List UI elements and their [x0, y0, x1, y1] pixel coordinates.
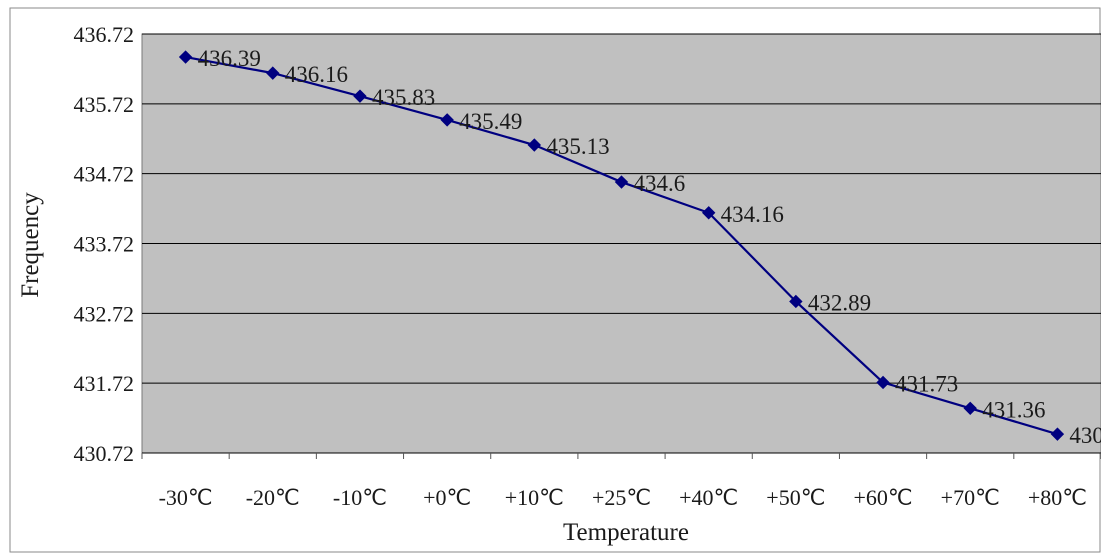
x-tick-label: -10℃	[333, 485, 387, 510]
x-axis-ticks	[141, 453, 1101, 459]
data-label: 434.16	[721, 202, 784, 227]
data-point-marker	[701, 206, 716, 220]
x-axis-tick-labels: -30℃ -20℃ -10℃ +0℃ +10℃ +25℃ +40℃ +50℃ +60℃ +70℃ +…	[159, 485, 1087, 510]
x-tick-label: +50℃	[766, 485, 825, 510]
x-tick-label: +25℃	[592, 485, 651, 510]
data-label: 434.6	[634, 171, 686, 196]
data-labels: 436.39 436.16 435.83 435.49 435.13 434.6 434.1…	[198, 46, 1101, 448]
data-label: 431.73	[895, 371, 958, 396]
x-tick-label: +0℃	[423, 485, 471, 510]
data-label: 435.49	[459, 109, 522, 134]
x-tick-label: +40℃	[679, 485, 738, 510]
gridlines	[142, 33, 1101, 454]
data-label: 435.83	[372, 85, 435, 110]
data-point-marker	[527, 138, 542, 152]
data-label: 436.16	[285, 62, 348, 87]
y-tick-label: 432.72	[74, 301, 135, 326]
x-tick-label: +60℃	[853, 485, 912, 510]
data-point-marker	[614, 175, 629, 189]
data-label: 432.89	[808, 290, 871, 315]
x-tick-label: +70℃	[941, 485, 1000, 510]
data-label: 430.99	[1069, 423, 1101, 448]
y-tick-label: 435.72	[74, 92, 135, 117]
data-point-marker	[789, 294, 803, 309]
y-axis-title: Frequency	[17, 192, 44, 298]
y-tick-label: 436.72	[74, 22, 135, 47]
y-tick-label: 430.72	[74, 441, 135, 466]
x-tick-label: -30℃	[159, 485, 213, 510]
data-point-marker	[266, 66, 280, 80]
y-tick-label: 434.72	[74, 162, 135, 187]
data-point-marker	[353, 89, 367, 103]
x-tick-label: -20℃	[246, 485, 300, 510]
y-axis-tick-labels: 436.72 435.72 434.72 433.72 432.72 431.72 430.…	[74, 22, 135, 466]
data-point-marker	[963, 401, 977, 416]
data-point-marker	[440, 113, 454, 127]
x-tick-label: +10℃	[505, 485, 564, 510]
data-label: 435.13	[546, 134, 609, 159]
y-tick-label: 433.72	[74, 232, 135, 257]
x-tick-label: +80℃	[1028, 485, 1087, 510]
y-tick-label: 431.72	[74, 371, 135, 396]
data-point-marker	[178, 50, 193, 64]
data-label: 431.36	[982, 397, 1045, 422]
data-point-marker	[1050, 427, 1065, 441]
data-markers	[178, 50, 1065, 441]
x-axis-title: Temperature	[563, 519, 689, 546]
data-point-marker	[876, 375, 890, 390]
data-label: 436.39	[198, 46, 261, 71]
